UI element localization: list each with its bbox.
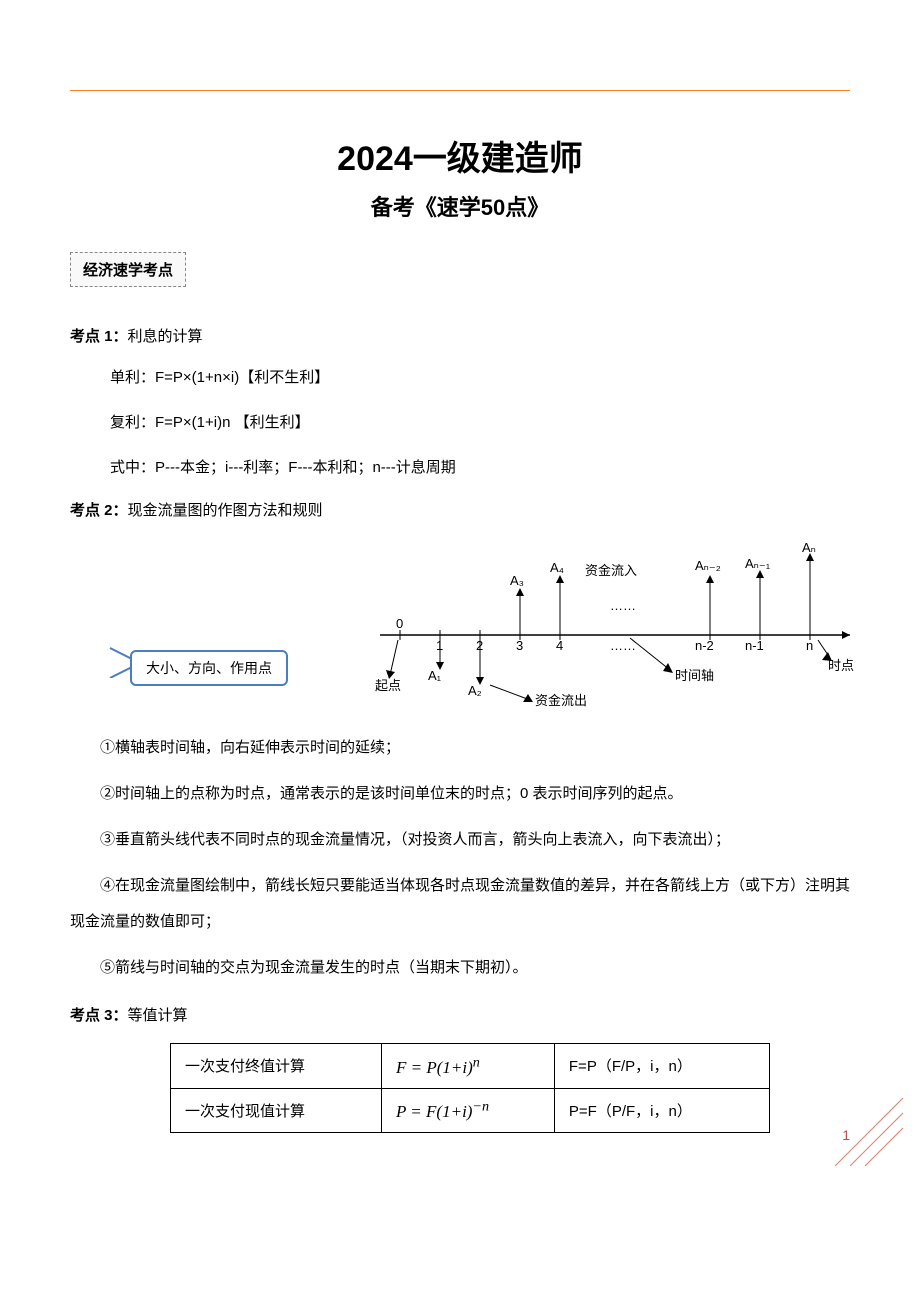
tick-4: 4 [556,638,563,653]
kp3-title-rest: 等值计算 [128,1007,188,1024]
tbl-r1c2: P=F（P/F，i，n） [554,1088,769,1133]
table-row: 一次支付终值计算 F = P(1+i)n F=P（F/P，i，n） [171,1044,770,1089]
svg-text:A₄: A₄ [550,560,564,575]
svg-text:时点: 时点 [828,658,854,673]
kp1-line3: 式中：P---本金；i---利率；F---本利和；n---计息周期 [110,454,850,481]
kp2-title-bold: 考点 2： [70,502,128,519]
kp1-title-rest: 利息的计算 [128,328,203,345]
callout-box: 大小、方向、作用点 [130,650,288,686]
svg-text:……: …… [610,598,636,613]
kp2-body1: ①横轴表时间轴，向右延伸表示时间的延续； [70,730,850,766]
svg-text:Aₙ₋₁: Aₙ₋₁ [745,556,771,571]
svg-text:A₁: A₁ [428,668,442,683]
cashflow-diagram: 大小、方向、作用点 0 1 2 3 4 …… n-2 n-1 n [70,540,850,710]
kp1-line1: 单利：F=P×(1+n×i)【利不生利】 [110,364,850,391]
table-row: 一次支付现值计算 P = F(1+i)−n P=F（P/F，i，n） [171,1088,770,1133]
svg-text:时间轴: 时间轴 [675,668,714,683]
sub-title: 备考《速学50点》 [70,190,850,222]
main-title: 2024一级建造师 [70,131,850,180]
svg-text:资金流入: 资金流入 [585,563,637,578]
tbl-r0c2: F=P（F/P，i，n） [554,1044,769,1089]
kp1-title-bold: 考点 1： [70,328,128,345]
kp3-title: 考点 3：等值计算 [70,1004,850,1025]
section-tag: 经济速学考点 [70,252,186,287]
tick-3: 3 [516,638,523,653]
kp2-title: 考点 2：现金流量图的作图方法和规则 [70,499,850,520]
kp2-body2: ②时间轴上的点称为时点，通常表示的是该时间单位末的时点；0 表示时间序列的起点。 [70,776,850,812]
tick-0: 0 [396,616,403,631]
corner-decoration [815,1078,905,1168]
kp1-title: 考点 1：利息的计算 [70,325,850,346]
kp3-title-bold: 考点 3： [70,1007,128,1024]
equivalence-table: 一次支付终值计算 F = P(1+i)n F=P（F/P，i，n） 一次支付现值… [170,1043,770,1133]
svg-text:A₃: A₃ [510,573,524,588]
kp1-line2: 复利：F=P×(1+i)n 【利生利】 [110,409,850,436]
svg-text:资金流出: 资金流出 [535,693,587,708]
cashflow-svg: 0 1 2 3 4 …… n-2 n-1 n A₃ A₄ 资金流入 …… Aₙ₋… [370,540,870,710]
top-divider [70,90,850,91]
kp2-body3: ③垂直箭头线代表不同时点的现金流量情况，（对投资人而言，箭头向上表流入，向下表流… [70,822,850,858]
tbl-r1c1: P = F(1+i)−n [381,1088,554,1133]
tick-n: n [806,638,813,653]
svg-text:起点: 起点 [375,678,401,693]
kp2-body5: ⑤箭线与时间轴的交点为现金流量发生的时点（当期末下期初）。 [70,950,850,986]
document-page: 2024一级建造师 备考《速学50点》 经济速学考点 考点 1：利息的计算 单利… [0,0,920,1183]
kp2-title-rest: 现金流量图的作图方法和规则 [128,502,323,519]
tbl-r0c0: 一次支付终值计算 [171,1044,382,1089]
kp2-body4: ④在现金流量图绘制中，箭线长短只要能适当体现各时点现金流量数值的差异，并在各箭线… [70,868,850,940]
svg-text:Aₙ₋₂: Aₙ₋₂ [695,558,721,573]
svg-text:A₂: A₂ [468,683,482,698]
tbl-r1c0: 一次支付现值计算 [171,1088,382,1133]
svg-text:Aₙ: Aₙ [802,540,816,555]
tick-n1: n-1 [745,638,764,653]
tbl-r0c1: F = P(1+i)n [381,1044,554,1089]
tick-n2: n-2 [695,638,714,653]
